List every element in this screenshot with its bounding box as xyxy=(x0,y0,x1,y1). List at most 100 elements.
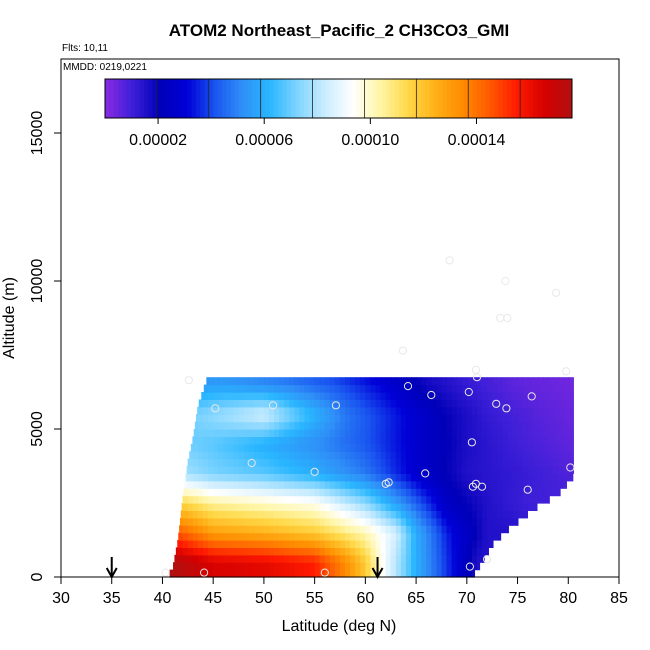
heatmap-cell xyxy=(274,554,280,563)
heatmap-cell xyxy=(482,510,488,519)
heatmap-cell xyxy=(263,554,270,563)
heatmap-cell xyxy=(507,392,514,400)
heatmap-cell xyxy=(243,377,250,386)
heatmap-cell xyxy=(476,436,483,445)
heatmap-cell xyxy=(471,488,478,497)
heatmap-cell xyxy=(268,562,275,571)
heatmap-cell xyxy=(248,436,255,445)
colorbar-segment xyxy=(360,79,365,118)
heatmap-cell xyxy=(395,429,402,437)
heatmap-cell xyxy=(213,421,219,430)
heatmap-cell xyxy=(431,510,437,519)
heatmap-cell xyxy=(375,451,382,460)
heatmap-cell xyxy=(426,436,432,445)
heatmap-cell xyxy=(294,510,301,519)
heatmap-cell xyxy=(345,473,351,482)
heatmap-cell xyxy=(324,421,331,430)
heatmap-cell xyxy=(192,503,199,511)
observation-point xyxy=(320,568,329,577)
heatmap-cell xyxy=(385,429,392,437)
heatmap-cell xyxy=(203,436,209,445)
heatmap-cell xyxy=(223,436,229,445)
heatmap-cell xyxy=(258,429,265,437)
heatmap-cell xyxy=(476,421,483,430)
heatmap-cell xyxy=(263,429,270,437)
heatmap-cell xyxy=(268,495,275,504)
heatmap-cell xyxy=(456,384,463,393)
heatmap-cell xyxy=(517,517,519,526)
heatmap-cell xyxy=(568,451,574,460)
heatmap-cell xyxy=(213,554,219,563)
heatmap-cell xyxy=(517,443,524,452)
heatmap-cell xyxy=(192,540,199,548)
heatmap-cell xyxy=(289,480,295,489)
heatmap-cell xyxy=(304,414,311,423)
heatmap-cell xyxy=(426,562,432,571)
colorbar-frame xyxy=(104,78,573,119)
x-tick-label: 65 xyxy=(407,590,425,607)
heatmap-cell xyxy=(309,554,316,563)
heatmap-cell xyxy=(304,517,311,526)
heatmap-cell xyxy=(289,466,295,474)
heatmap-cell xyxy=(355,458,361,467)
heatmap-cell xyxy=(289,503,295,511)
heatmap-cell xyxy=(476,510,483,519)
heatmap-cell xyxy=(253,488,260,497)
heatmap-cell xyxy=(471,466,478,474)
colorbar-segment xyxy=(386,79,391,118)
heatmap-cell xyxy=(268,414,275,423)
heatmap-cell xyxy=(547,495,550,504)
heatmap-cell xyxy=(309,429,316,437)
heatmap-cell xyxy=(243,488,250,497)
heatmap-cell xyxy=(319,466,326,474)
heatmap-cell xyxy=(324,473,331,482)
heatmap-cell xyxy=(405,451,412,460)
heatmap-cell xyxy=(279,443,285,452)
heatmap-cell xyxy=(390,399,397,408)
heatmap-cell xyxy=(421,540,427,548)
heatmap-cell xyxy=(248,495,255,504)
heatmap-cell xyxy=(512,466,519,474)
heatmap-cell xyxy=(476,392,483,400)
heatmap-cell xyxy=(243,547,250,556)
heatmap-cell xyxy=(542,473,549,482)
heatmap-cell xyxy=(482,451,488,460)
heatmap-cell xyxy=(203,488,209,497)
heatmap-cell xyxy=(456,517,463,526)
heatmap-cell xyxy=(502,421,508,430)
heatmap-cell xyxy=(416,451,422,460)
x-tick-label: 75 xyxy=(509,590,527,607)
heatmap-cell xyxy=(446,392,453,400)
heatmap-cell xyxy=(258,480,265,489)
heatmap-cell xyxy=(345,443,351,452)
heatmap-cell xyxy=(563,399,569,408)
heatmap-cell xyxy=(375,436,382,445)
heatmap-cell xyxy=(192,547,199,556)
heatmap-cell xyxy=(309,562,316,571)
heatmap-cell xyxy=(466,547,473,556)
heatmap-cell xyxy=(228,562,235,571)
heatmap-cell xyxy=(370,495,377,504)
heatmap-cell xyxy=(355,540,361,548)
heatmap-cell xyxy=(405,554,412,563)
heatmap-cell xyxy=(553,466,559,474)
heatmap-cell xyxy=(218,377,224,386)
heatmap-cell xyxy=(426,384,432,393)
heatmap-cell xyxy=(421,384,427,393)
heatmap-cell xyxy=(289,495,295,504)
colorbar-segment xyxy=(174,79,180,118)
heatmap-cell xyxy=(456,458,463,467)
heatmap-cell xyxy=(558,392,564,400)
heatmap-cell xyxy=(324,540,331,548)
heatmap-cell xyxy=(213,480,219,489)
heatmap-cell xyxy=(263,466,270,474)
heatmap-cell xyxy=(558,480,564,489)
heatmap-cell xyxy=(466,421,473,430)
heatmap-cell xyxy=(284,510,290,519)
heatmap-cell xyxy=(334,503,341,511)
heatmap-cell xyxy=(169,569,174,578)
heatmap-cell xyxy=(263,532,270,541)
heatmap-cell xyxy=(197,503,204,511)
heatmap-cell xyxy=(461,480,468,489)
heatmap-cell xyxy=(471,377,478,386)
